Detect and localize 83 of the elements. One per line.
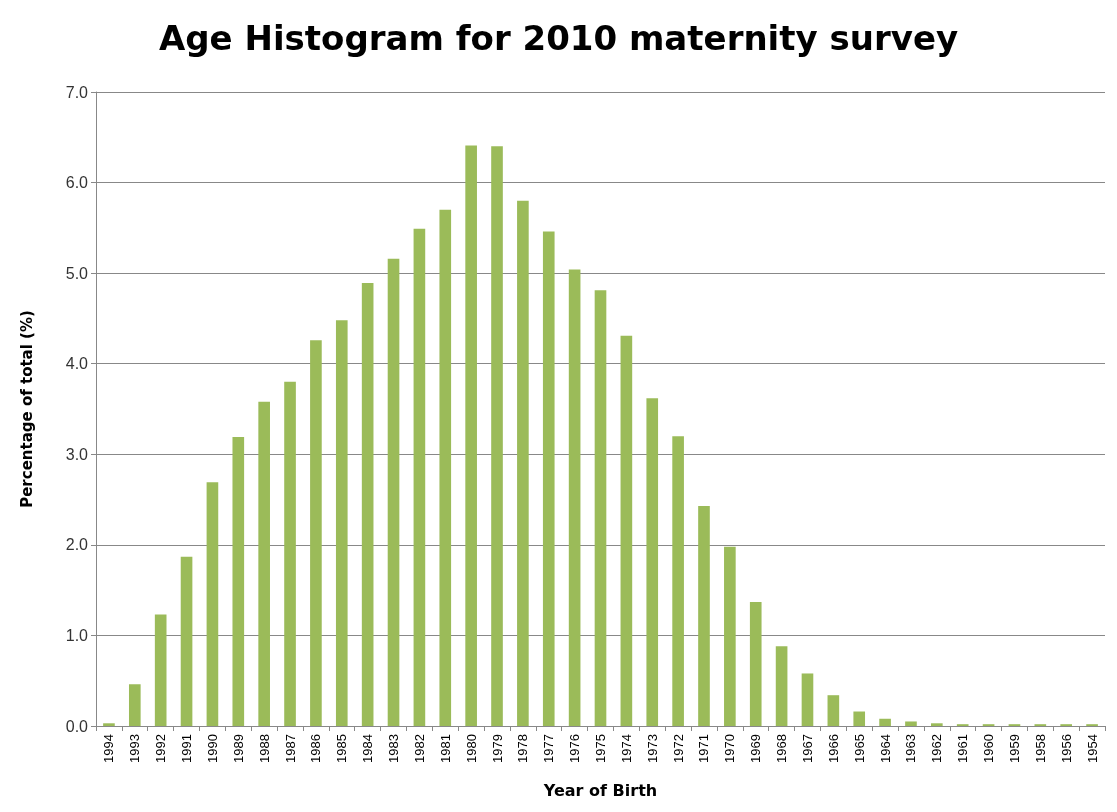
- bar: [827, 695, 840, 726]
- bar: [206, 482, 219, 726]
- x-tick-label: 1960: [981, 734, 997, 763]
- x-tick-label: 1966: [825, 734, 841, 763]
- bar: [672, 436, 684, 726]
- x-tick-label: 1983: [386, 734, 402, 763]
- bar: [103, 723, 115, 726]
- x-tick-label: 1973: [644, 734, 660, 763]
- x-tick-label: 1985: [334, 734, 350, 763]
- x-tick-label: 1962: [929, 734, 945, 763]
- x-tick-label: 1993: [127, 734, 143, 763]
- x-tick-label: 1986: [308, 734, 324, 763]
- x-tick-label: 1990: [204, 734, 220, 763]
- bar: [698, 505, 710, 726]
- x-tick-label: 1969: [748, 734, 764, 763]
- x-tick-label: 1967: [799, 734, 815, 763]
- bar: [387, 258, 400, 726]
- x-tick-label: 1994: [101, 734, 117, 763]
- x-tick-label: 1975: [593, 734, 608, 763]
- x-tick-label: 1959: [1006, 734, 1022, 763]
- bar: [465, 145, 477, 726]
- bar: [646, 398, 659, 726]
- x-tick-label: 1982: [411, 734, 427, 763]
- chart-title: Age Histogram for 2010 maternity survey: [158, 18, 959, 58]
- y-tick-label: 0.0: [65, 717, 89, 735]
- bar: [491, 146, 503, 726]
- x-tick-label: 1963: [903, 734, 919, 763]
- y-tick-label: 5.0: [65, 264, 89, 282]
- bar: [284, 381, 296, 726]
- bar: [361, 283, 374, 726]
- x-tick-label: 1971: [696, 734, 712, 763]
- y-tick-label: 7.0: [65, 83, 89, 101]
- bar: [931, 723, 943, 726]
- bar: [801, 673, 814, 726]
- bar: [749, 601, 762, 726]
- bar: [568, 269, 581, 726]
- bar: [905, 721, 917, 726]
- y-tick-label: 4.0: [65, 355, 89, 373]
- y-tick-label: 1.0: [65, 626, 89, 644]
- bar: [154, 614, 167, 726]
- x-tick-label: 1987: [282, 734, 298, 763]
- x-tick-label: 1954: [1084, 734, 1100, 763]
- bar: [258, 401, 270, 726]
- bar: [853, 711, 866, 726]
- bar: [620, 335, 633, 726]
- x-axis-title: Year of Birth: [542, 780, 658, 800]
- bar: [594, 290, 607, 726]
- y-tick-label: 2.0: [65, 536, 89, 554]
- x-tick-label: 1988: [256, 734, 272, 763]
- x-tick-label: 1956: [1058, 734, 1074, 763]
- x-tick-label: 1968: [774, 734, 790, 763]
- y-tick-label: 6.0: [65, 174, 89, 192]
- y-tick-label: 3.0: [65, 445, 89, 463]
- bar: [335, 320, 348, 726]
- x-tick-label: 1970: [722, 734, 738, 763]
- bar: [724, 546, 736, 726]
- x-tick-label: 1992: [153, 734, 169, 763]
- bar: [775, 646, 788, 726]
- x-tick-label: 1984: [360, 734, 376, 763]
- bar: [310, 340, 322, 726]
- bar: [180, 556, 193, 726]
- bar: [517, 200, 529, 726]
- x-tick-label: 1978: [515, 734, 531, 763]
- bar: [879, 718, 891, 726]
- bar: [128, 684, 141, 726]
- x-tick-label: 1958: [1032, 734, 1048, 763]
- x-tick-label: 1989: [230, 734, 246, 763]
- bar: [232, 437, 245, 726]
- x-tick-label: 1991: [179, 734, 195, 763]
- x-tick-label: 1980: [463, 734, 479, 763]
- x-tick-label: 1964: [877, 734, 893, 763]
- x-tick-label: 1965: [851, 734, 867, 763]
- bar: [542, 231, 555, 726]
- bar: [439, 209, 452, 726]
- x-tick-label: 1977: [541, 734, 557, 763]
- x-tick-label: 1979: [489, 734, 505, 763]
- x-tick-label: 1972: [670, 734, 686, 763]
- x-tick-label: 1961: [955, 734, 971, 763]
- x-tick-label: 1974: [618, 734, 634, 763]
- y-axis-title: Percentage of total (%): [17, 310, 36, 508]
- x-tick-label: 1981: [437, 734, 453, 763]
- bar: [413, 228, 426, 726]
- x-tick-label: 1976: [567, 734, 583, 763]
